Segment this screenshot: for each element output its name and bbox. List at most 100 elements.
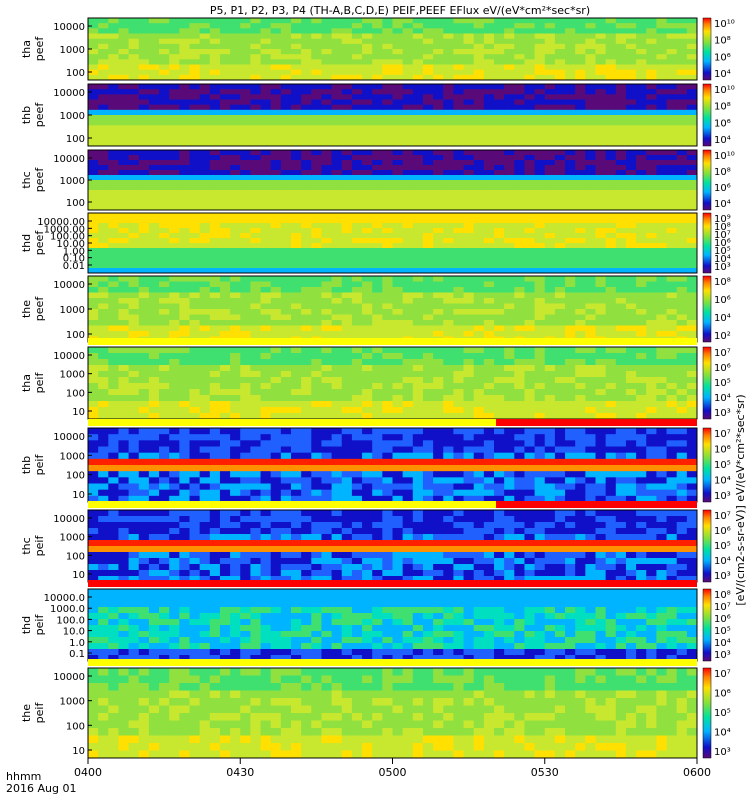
heatmap-cell [443,303,454,310]
heatmap-cell [443,69,454,76]
heatmap-cell [504,407,515,414]
heatmap-cell [209,150,221,156]
heatmap-cell [331,248,343,254]
heatmap-cell [392,303,404,310]
heatmap-cell [565,263,576,269]
heatmap-cell [159,213,170,219]
heatmap-cell [504,185,515,191]
heatmap-cell [514,377,525,384]
heatmap-cell [636,347,647,354]
heatmap-cell [128,263,140,269]
heatmap-cell [291,428,302,435]
heatmap-cell [189,43,201,50]
heatmap-cell [128,268,140,274]
heatmap-cell [351,38,363,45]
heatmap-cell [544,377,556,384]
heatmap-cell [473,89,485,95]
heatmap-cell [686,84,698,90]
heatmap-cell [483,28,495,34]
heatmap-cell [108,253,119,259]
heatmap-cell [676,377,688,384]
heatmap-cell [88,407,99,414]
heatmap-cell [118,205,130,211]
heatmap-cell [148,155,160,161]
heatmap-cell [301,428,312,435]
heatmap-cell [504,200,515,206]
heatmap-cell [98,495,109,503]
heatmap-cell [473,205,485,211]
heatmap-cell [524,155,536,161]
heatmap-cell [351,377,363,384]
heatmap-cell [219,303,231,310]
heatmap-cell [199,115,211,121]
heatmap-cell [230,287,241,293]
heatmap-cell [88,458,99,466]
heatmap-cell [169,243,180,249]
heatmap-cell [240,69,251,76]
heatmap-cell [108,401,119,408]
heatmap-cell [209,120,221,126]
heatmap-cell [382,180,393,186]
heatmap-cell [179,383,190,390]
heatmap-cell [219,185,231,191]
heatmap-cell [554,125,566,131]
heatmap-cell [138,170,150,176]
heatmap-cell [108,213,119,219]
colorbar-tick-label: 10⁶ [714,295,731,306]
heatmap-cell [372,353,383,360]
heatmap-cell [311,18,322,24]
heatmap-cell [483,446,495,454]
heatmap-cell [443,263,454,269]
heatmap-cell [565,314,576,321]
heatmap-cell [443,155,454,161]
heatmap-cell [128,281,140,288]
heatmap-cell [392,160,404,166]
heatmap-cell [199,233,211,239]
heatmap-cell [585,195,596,201]
heatmap-cell [402,440,414,447]
heatmap-cell [656,359,668,366]
heatmap-cell [372,185,383,191]
heatmap-cell [118,276,130,282]
heatmap-cell [98,359,109,366]
heatmap-cell [88,276,99,282]
heatmap-cell [565,458,576,466]
heatmap-cell [392,452,404,460]
heatmap-cell [219,38,231,45]
heatmap-cell [301,331,312,337]
heatmap-cell [666,320,678,326]
heatmap-cell [636,371,647,378]
heatmap-cell [291,465,302,472]
heatmap-cell [453,185,465,191]
heatmap-cell [311,371,322,378]
heatmap-cell [138,155,150,161]
heatmap-cell [291,150,302,156]
heatmap-cell [382,428,393,435]
heatmap-cell [260,401,272,408]
y-tick-label: 100 [66,388,85,399]
heatmap-cell [108,109,119,116]
heatmap-cell [240,218,251,224]
heatmap-cell [260,94,272,100]
heatmap-cell [341,64,353,71]
heatmap-cell [301,258,312,264]
heatmap-cell [463,99,475,106]
heatmap-cell [321,477,333,484]
heatmap-cell [128,428,140,435]
heatmap-cell [585,298,596,304]
heatmap-cell [565,200,576,206]
heatmap-cell [280,389,292,396]
heatmap-cell [88,89,99,95]
heatmap-cell [544,389,556,396]
heatmap-cell [108,483,119,491]
heatmap-cell [554,258,566,264]
heatmap-cell [382,483,393,491]
heatmap-cell [534,452,546,460]
heatmap-cell [463,465,475,472]
heatmap-cell [392,104,404,111]
heatmap-cell [240,434,251,441]
heatmap-cell [544,23,556,29]
heatmap-cell [280,99,292,106]
heatmap-cell [209,125,221,131]
heatmap-cell [189,446,201,454]
